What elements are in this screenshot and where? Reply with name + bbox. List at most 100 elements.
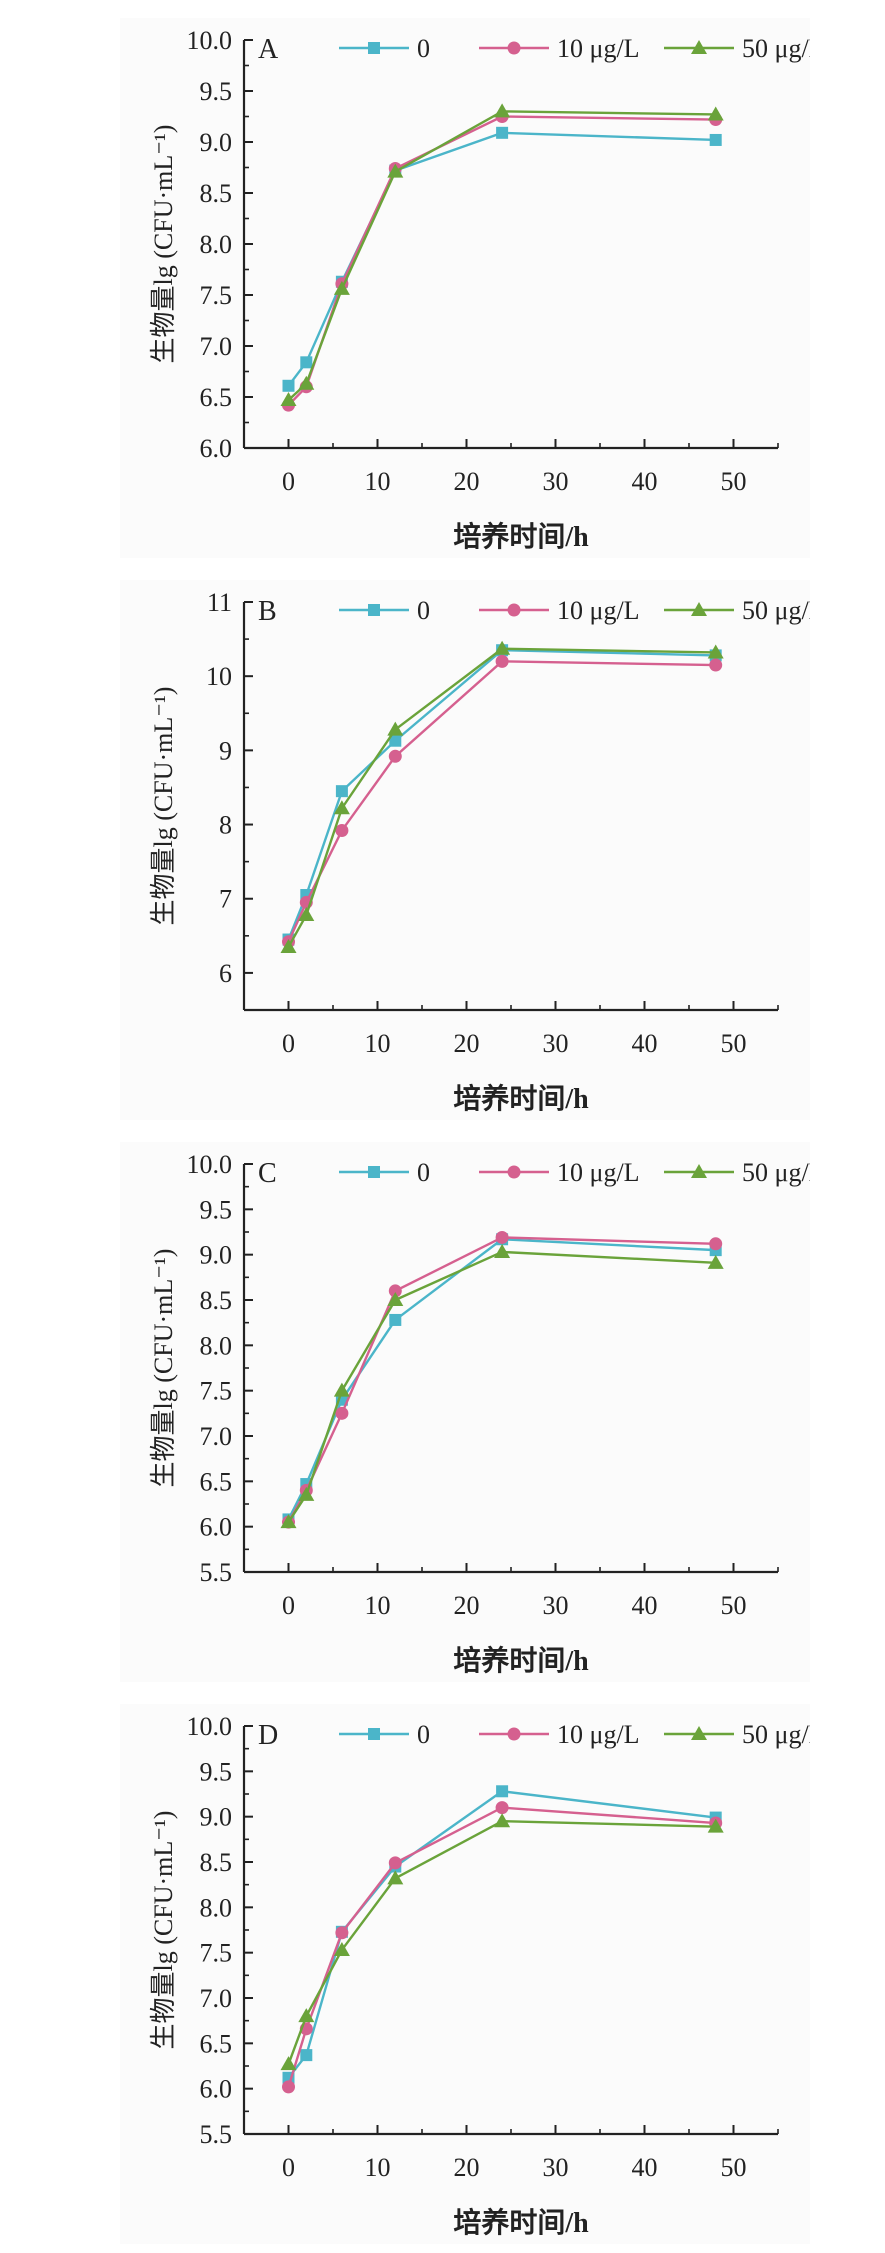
data-point <box>389 734 402 747</box>
data-point <box>494 1243 511 1258</box>
x-tick-label: 30 <box>543 1591 569 1620</box>
data-point <box>495 654 509 668</box>
panel-d: 5.5 6.0 6.5 7.0 7.5 8.0 8.5 9.0 9.5 10.0 0 10 20 30 40… <box>120 1704 810 2244</box>
y-tick-label: 6.0 <box>200 1513 233 1542</box>
x-tick-label: 50 <box>721 467 747 496</box>
chart-d: 5.5 6.0 6.5 7.0 7.5 8.0 8.5 9.0 9.5 10.0 0 10 20 30 40… <box>149 1712 810 2239</box>
series-10ug <box>282 110 723 412</box>
x-tick-label: 0 <box>282 467 295 496</box>
x-tick-label: 0 <box>282 1029 295 1058</box>
panel-c: 5.5 6.0 6.5 7.0 7.5 8.0 8.5 9.0 9.5 10.0 0 10 20 30 40… <box>120 1142 810 1682</box>
data-point <box>298 375 315 390</box>
data-point <box>333 800 350 815</box>
y-tick-label: 7.0 <box>200 1984 233 2013</box>
data-point <box>494 1813 511 1828</box>
legend-label: 50 μg/L <box>742 1720 810 1749</box>
data-point <box>300 2049 313 2062</box>
y-tick-label: 8.5 <box>200 1286 233 1315</box>
legend-label: 0 <box>417 34 430 63</box>
data-point <box>333 280 350 295</box>
legend-label: 0 <box>417 596 430 625</box>
data-point <box>282 2080 295 2094</box>
y-tick-label: 8.5 <box>200 1848 233 1877</box>
series-line <box>287 647 716 948</box>
data-point <box>707 106 724 121</box>
y-tick-label: 7.5 <box>200 281 233 310</box>
x-axis-label: 培养时间/h <box>453 1644 589 1677</box>
data-point <box>389 1313 402 1326</box>
panel-letter: C <box>258 1158 277 1189</box>
data-point <box>494 640 511 655</box>
x-tick-label: 10 <box>365 467 391 496</box>
y-tick-label: 9 <box>219 736 232 765</box>
series-50ug <box>280 103 724 407</box>
y-tick-label: 6.5 <box>200 1467 233 1496</box>
y-tick-label: 9.5 <box>200 77 233 106</box>
series-50ug <box>280 1243 724 1529</box>
y-tick-label: 8.0 <box>200 1893 233 1922</box>
y-tick-label: 7.0 <box>200 332 233 361</box>
legend-marker <box>507 1165 521 1179</box>
series-line <box>287 660 716 943</box>
chart-c: 5.5 6.0 6.5 7.0 7.5 8.0 8.5 9.0 9.5 10.0 0 10 20 30 40… <box>149 1150 810 1677</box>
y-tick-label: 7.5 <box>200 1939 233 1968</box>
data-point <box>709 1237 723 1251</box>
data-point <box>280 1514 297 1529</box>
x-tick-label: 10 <box>365 1591 391 1620</box>
x-tick-label: 20 <box>454 2153 480 2182</box>
legend-item: 50 μg/L <box>664 1158 810 1187</box>
x-tick-label: 0 <box>282 2153 295 2182</box>
y-tick-label: 7 <box>219 885 232 914</box>
data-point <box>387 1870 404 1885</box>
y-axis-label: 生物量lg (CFU·mL⁻¹) <box>149 1811 178 2050</box>
legend-marker <box>691 40 707 54</box>
y-tick-label: 10 <box>206 662 232 691</box>
legend-marker <box>507 41 521 55</box>
x-tick-label: 20 <box>454 1591 480 1620</box>
x-tick-label: 30 <box>543 467 569 496</box>
series-line <box>287 1238 716 1520</box>
legend-marker <box>368 42 380 54</box>
y-tick-label: 6.5 <box>200 383 233 412</box>
y-tick-label: 8.0 <box>200 230 233 259</box>
x-tick-label: 20 <box>454 467 480 496</box>
y-tick-label: 9.5 <box>200 1195 233 1224</box>
data-point <box>387 163 404 178</box>
data-point <box>496 1785 509 1798</box>
series-line <box>287 1806 716 2088</box>
data-point <box>495 1230 509 1244</box>
data-point <box>494 103 511 118</box>
data-point <box>707 1818 724 1833</box>
y-axis-label: 生物量lg (CFU·mL⁻¹) <box>149 687 178 926</box>
data-point <box>298 907 315 922</box>
data-point <box>709 658 723 672</box>
y-tick-label: 9.5 <box>200 1757 233 1786</box>
legend-marker <box>691 1726 707 1740</box>
x-tick-label: 40 <box>632 1591 658 1620</box>
legend-item: 10 μg/L <box>479 34 640 63</box>
y-tick-label: 9.0 <box>200 1803 233 1832</box>
series-control <box>282 1785 722 2084</box>
x-axis-label: 培养时间/h <box>453 2206 589 2239</box>
panel-letter: A <box>258 34 279 65</box>
legend-label: 0 <box>417 1720 430 1749</box>
data-point <box>333 1941 350 1956</box>
x-tick-label: 50 <box>721 2153 747 2182</box>
data-point <box>709 133 722 146</box>
legend-marker <box>691 602 707 616</box>
series-control <box>282 644 722 946</box>
legend-item: 50 μg/L <box>664 1720 810 1749</box>
data-point <box>300 356 313 369</box>
x-tick-label: 30 <box>543 1029 569 1058</box>
y-tick-label: 8 <box>219 811 232 840</box>
series-line <box>287 649 716 940</box>
data-point <box>335 1406 349 1420</box>
y-tick-label: 6.0 <box>200 2075 233 2104</box>
data-point <box>333 1382 350 1397</box>
legend-label: 50 μg/L <box>742 1158 810 1187</box>
legend-item: 50 μg/L <box>664 34 810 63</box>
series-line <box>287 1236 716 1523</box>
y-axis-label: 生物量lg (CFU·mL⁻¹) <box>149 1249 178 1488</box>
x-tick-label: 40 <box>632 467 658 496</box>
legend-item: 10 μg/L <box>479 1158 640 1187</box>
